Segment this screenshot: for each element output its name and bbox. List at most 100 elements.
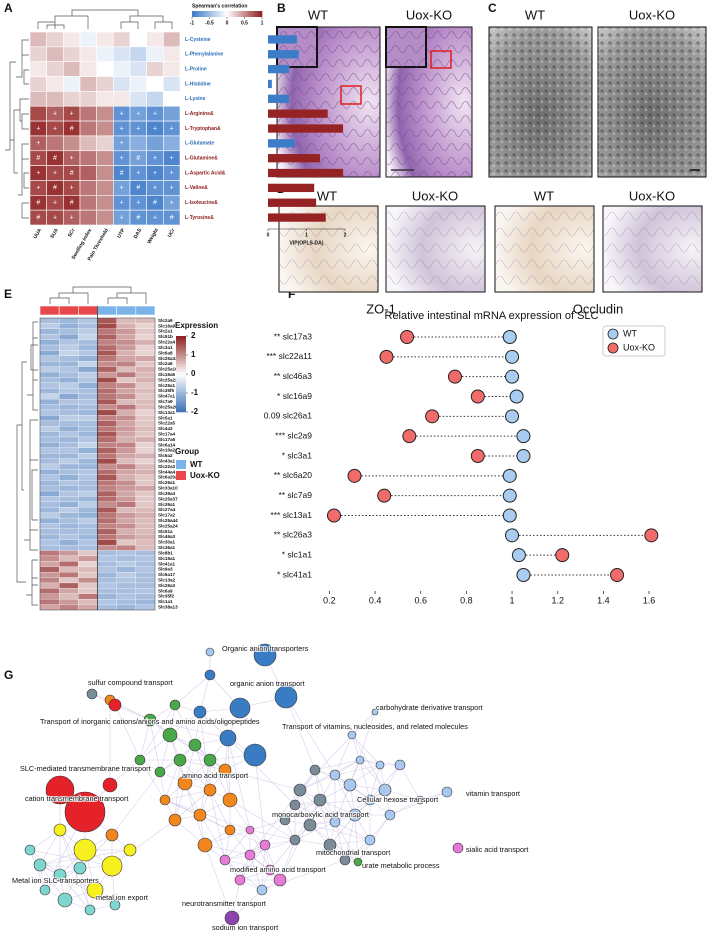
edge: [294, 799, 371, 806]
heat-cell: [63, 135, 81, 152]
heat-cell: [129, 135, 147, 152]
node: [39, 884, 51, 896]
node: [204, 669, 216, 681]
dendrogram: [37, 9, 173, 29]
node: [222, 792, 238, 808]
heat-cell: [39, 588, 60, 594]
edge: [314, 759, 361, 771]
heat-cell: [59, 393, 79, 400]
edge: [114, 704, 141, 761]
heat-cell: [59, 317, 79, 324]
gene-label: Slc33a10: [158, 486, 178, 491]
heat-cell: [97, 393, 117, 400]
heat-cell: [78, 436, 98, 443]
gene-label: Slc22a4: [158, 340, 176, 345]
gene-label: Slc25a22: [158, 377, 178, 382]
heat-cell: [97, 382, 117, 389]
heat-cell: [135, 561, 156, 567]
gene-label: Slc7a9: [158, 399, 173, 404]
node: [193, 808, 207, 822]
edge: [174, 704, 196, 746]
node: [347, 730, 357, 740]
group-label: Uox-KO: [629, 7, 675, 22]
node: [293, 783, 307, 797]
heat-cell: [39, 544, 60, 551]
heat-cell: [78, 501, 98, 508]
heat-cell: [79, 150, 97, 166]
heat-cell: [97, 496, 117, 502]
node: [313, 793, 327, 807]
heat-cell: [163, 91, 181, 107]
node: [33, 858, 47, 872]
heat-cell: [46, 46, 64, 62]
colorbar-step: [210, 11, 214, 17]
row-label: L-Tyrosine&: [185, 215, 214, 221]
point: [509, 389, 524, 404]
heat-cell: [78, 555, 98, 562]
heat-cell: [78, 588, 98, 594]
x-tick-label: 1.2: [551, 595, 564, 605]
heat-cell: [116, 377, 136, 384]
heat-cell: [39, 339, 60, 346]
colorbar-step: [255, 11, 258, 17]
heat-cell: [116, 458, 136, 465]
heat-cell: [59, 507, 79, 513]
heat-cell: [39, 490, 60, 497]
node: [375, 760, 385, 770]
heat-cell: [78, 339, 98, 346]
edge: [139, 704, 176, 761]
ihc-image: [278, 205, 703, 293]
heat-cell: [116, 371, 136, 378]
point: [511, 548, 526, 563]
heat-cell: [116, 534, 136, 540]
node: [219, 854, 231, 866]
significance-mark: +: [153, 170, 157, 177]
edge: [164, 799, 251, 831]
gene-label: Slc6a9: [158, 588, 173, 593]
point: [502, 508, 517, 523]
group-label: WT: [534, 188, 554, 203]
significance-mark: +: [70, 185, 74, 192]
heat-cell: [39, 323, 60, 329]
group-label: Uox-KO: [629, 188, 675, 203]
heat-cell: [78, 463, 98, 470]
vip-bar: [268, 198, 317, 207]
node: [274, 685, 298, 709]
node-label: neurotransmitter transport: [182, 899, 266, 908]
heat-cell: [78, 371, 98, 378]
significance-mark: +: [70, 155, 74, 162]
heat-cell: [78, 453, 98, 459]
group-bar: [116, 305, 137, 316]
colorbar-step: [199, 11, 202, 17]
point: [516, 568, 531, 582]
edge: [139, 759, 166, 801]
node: [105, 828, 119, 842]
heat-cell: [135, 523, 156, 530]
tick-label: 1: [261, 20, 264, 26]
heat-cell: [78, 517, 98, 524]
edge: [174, 759, 181, 821]
heat-cell: [39, 317, 60, 324]
gene-label: Slc1a1: [158, 599, 173, 604]
y-tick-label: * slc41a1: [277, 569, 312, 579]
gene-label: Slc2a1: [158, 329, 173, 334]
heat-cell: [116, 512, 136, 519]
heat-cell: [29, 31, 47, 48]
panel-f: Relative intestinal mRNA expression of S…: [264, 310, 666, 605]
edge: [174, 674, 211, 706]
node: [109, 899, 121, 911]
heat-cell: [135, 323, 156, 329]
significance-mark: +: [36, 185, 40, 192]
heat-cell: [135, 550, 156, 557]
gene-label: Slc51a: [158, 529, 173, 534]
significance-mark: +: [53, 170, 57, 177]
row-label: L-Phenylalanine: [185, 52, 224, 58]
heat-cell: [59, 512, 79, 519]
point: [505, 349, 520, 364]
edge: [314, 769, 336, 823]
heat-cell: [135, 377, 156, 384]
heat-cell: [78, 539, 98, 546]
vip-bar: [268, 183, 315, 193]
heat-cell: [59, 485, 79, 492]
node-label: Transport of vitamins, nucleosides, and …: [282, 722, 468, 731]
